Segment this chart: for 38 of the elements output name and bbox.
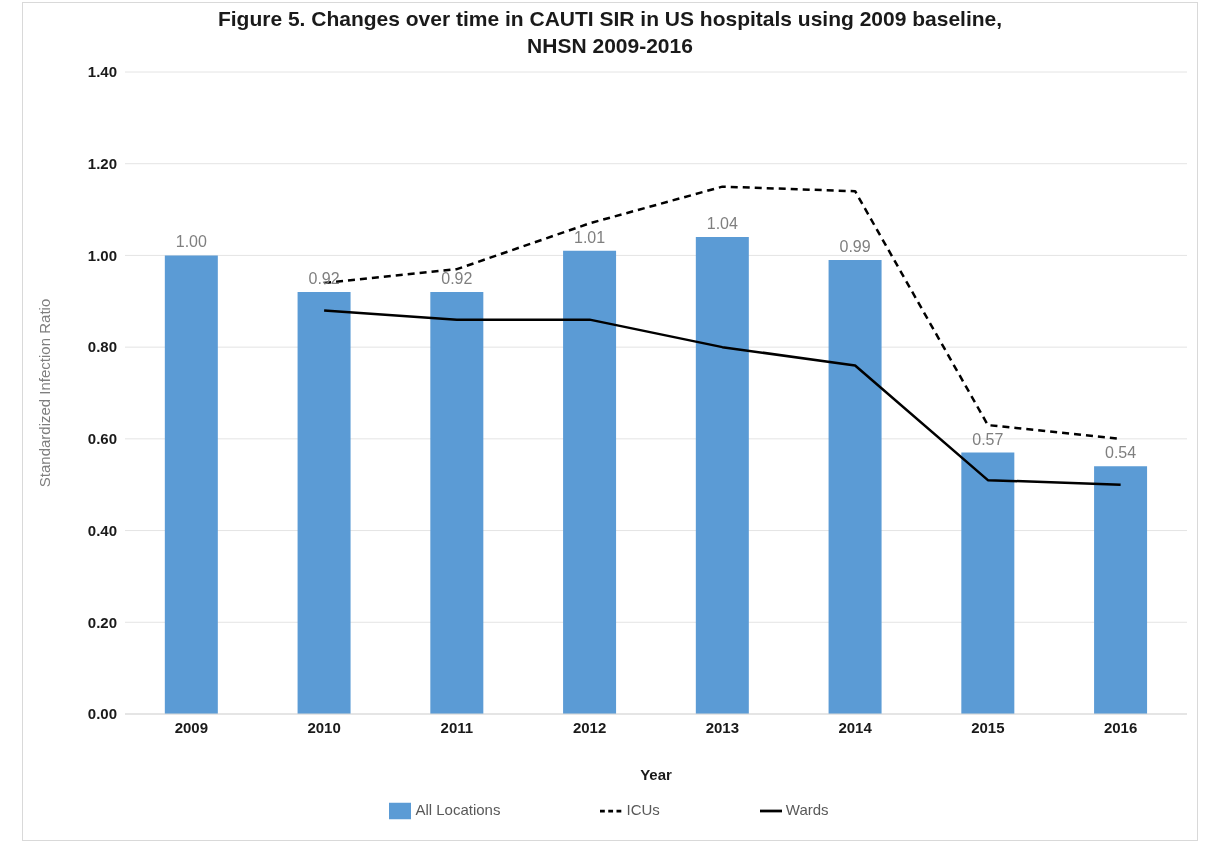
x-tick-label: 2015 bbox=[971, 718, 1005, 736]
bar bbox=[828, 260, 882, 714]
x-tick-label: 2014 bbox=[838, 718, 873, 736]
y-tick-label: 0.40 bbox=[87, 521, 117, 539]
bar bbox=[1094, 466, 1148, 714]
y-tick-label: 0.80 bbox=[87, 338, 117, 356]
y-tick-label: 0.00 bbox=[87, 705, 117, 723]
data-label: 1.00 bbox=[175, 233, 207, 251]
data-label: 1.01 bbox=[574, 228, 606, 246]
bar bbox=[961, 452, 1015, 714]
y-tick-label: 0.20 bbox=[87, 613, 117, 631]
legend-label: ICUs bbox=[626, 801, 660, 819]
legend-label: All Locations bbox=[415, 801, 501, 819]
data-label: 0.92 bbox=[441, 270, 473, 288]
bar bbox=[563, 250, 617, 714]
legend-label: Wards bbox=[785, 801, 829, 819]
bar bbox=[430, 292, 484, 714]
data-label: 0.92 bbox=[308, 270, 340, 288]
x-tick-label: 2013 bbox=[705, 718, 740, 736]
y-tick-label: 0.60 bbox=[87, 430, 117, 448]
y-tick-label: 1.40 bbox=[87, 63, 117, 81]
x-tick-label: 2011 bbox=[440, 718, 474, 736]
bar bbox=[297, 292, 351, 714]
x-tick-label: 2009 bbox=[174, 718, 209, 736]
bar bbox=[695, 237, 749, 714]
x-tick-label: 2016 bbox=[1103, 718, 1138, 736]
data-label: 0.54 bbox=[1105, 444, 1137, 462]
x-axis-title: Year bbox=[640, 766, 673, 783]
data-label: 0.99 bbox=[839, 238, 871, 256]
x-tick-label: 2010 bbox=[307, 718, 341, 736]
chart-title: Figure 5. Changes over time in CAUTI SIR in US hospitals using 2009 baseline, NHSN 2009-2016 bbox=[216, 6, 1004, 59]
y-tick-label: 1.20 bbox=[87, 155, 117, 173]
x-tick-label: 2012 bbox=[572, 718, 607, 736]
y-axis-title: Standardized Infection Ratio bbox=[36, 298, 54, 488]
data-label: 0.57 bbox=[972, 430, 1004, 448]
y-tick-label: 1.00 bbox=[87, 246, 117, 264]
data-label: 1.04 bbox=[706, 215, 738, 233]
bar bbox=[164, 255, 218, 714]
